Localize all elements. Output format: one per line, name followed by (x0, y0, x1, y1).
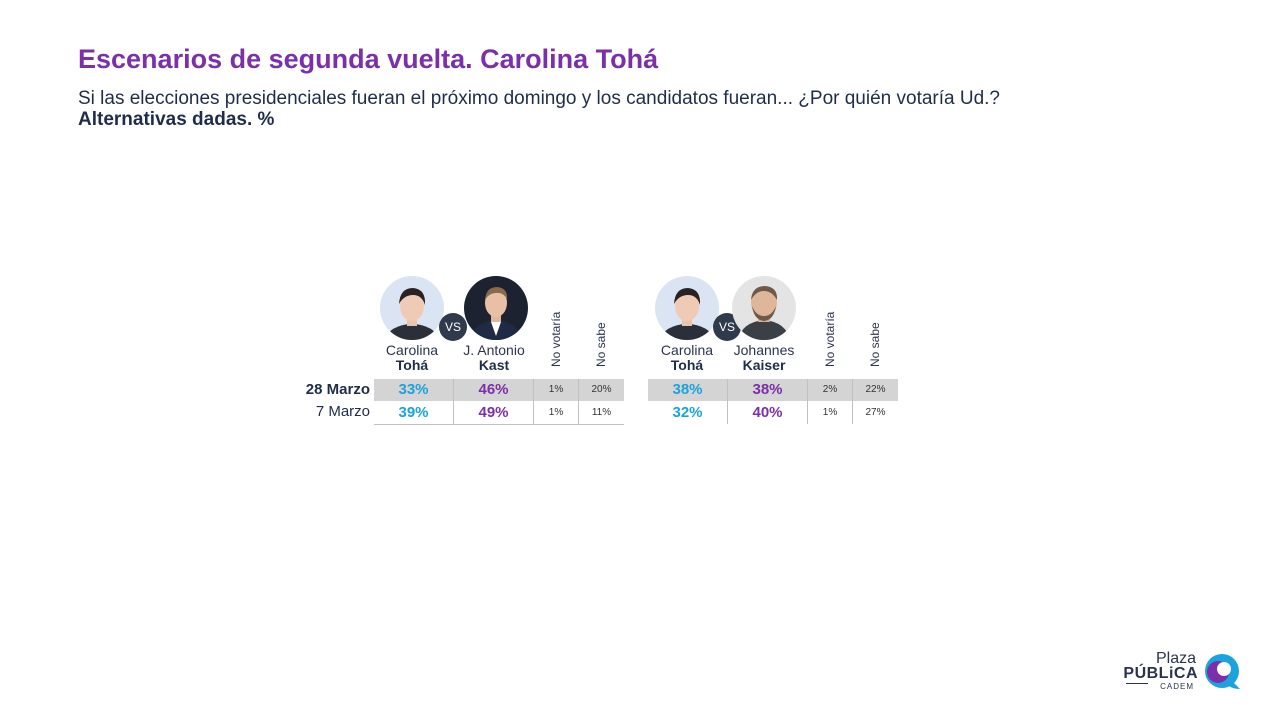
column-header-no-votaria: No votaría (823, 311, 837, 367)
value-toha-7-marzo: 32% (672, 404, 703, 421)
row-label-7-marzo: 7 Marzo (315, 403, 370, 420)
table-bottom-rule (374, 424, 624, 425)
highlight-row-band (374, 379, 624, 401)
column-header-no-sabe: No sabe (868, 322, 882, 367)
question-text: Si las elecciones presidenciales fueran … (78, 88, 1001, 109)
column-divider (807, 379, 808, 424)
row-label-28-marzo: 28 Marzo (305, 381, 370, 398)
value-no-votaria-7-marzo: 1% (548, 407, 564, 418)
value-kast-28-marzo: 46% (478, 381, 509, 398)
question-note: Alternativas dadas. % (78, 109, 275, 130)
column-header-no-sabe: No sabe (594, 322, 608, 367)
logo-text-plaza: Plaza (1155, 650, 1196, 667)
candidate-name-kaiser: Johannes Kaiser (733, 342, 795, 373)
candidate-name-kast: J. Antonio Kast (463, 342, 525, 373)
plaza-publica-cadem-logo: Plaza PÚBLiCA CADEM (1123, 650, 1244, 695)
value-no-sabe-7-marzo: 11% (591, 407, 612, 418)
value-kaiser-7-marzo: 40% (752, 404, 783, 421)
column-divider (453, 379, 454, 424)
value-toha-7-marzo: 39% (398, 404, 429, 421)
value-no-votaria-28-marzo: 1% (548, 384, 564, 395)
toha-photo (655, 276, 719, 340)
value-toha-28-marzo: 38% (672, 381, 703, 398)
value-toha-28-marzo: 33% (398, 381, 429, 398)
column-divider (852, 379, 853, 424)
candidate-name-toha: Carolina Tohá (660, 342, 714, 373)
vs-badge: VS (439, 313, 467, 341)
toha-photo (380, 276, 444, 340)
page-title: Escenarios de segunda vuelta. Carolina T… (78, 44, 659, 74)
column-header-no-votaria: No votaría (549, 311, 563, 367)
column-divider (533, 379, 534, 424)
logo-text-cadem: CADEM (1160, 682, 1194, 691)
highlight-row-band (648, 379, 898, 401)
logo-swirl-icon (1205, 654, 1240, 689)
column-divider (727, 379, 728, 424)
logo-underline (1126, 683, 1148, 684)
kaiser-photo (732, 276, 796, 340)
value-no-sabe-28-marzo: 20% (591, 384, 612, 395)
logo-text-publica: PÚBLiCA (1123, 665, 1198, 682)
value-kast-7-marzo: 49% (478, 404, 509, 421)
candidate-name-toha: Carolina Tohá (385, 342, 439, 373)
value-no-votaria-7-marzo: 1% (822, 407, 838, 418)
column-divider (578, 379, 579, 424)
value-no-sabe-28-marzo: 22% (865, 384, 886, 395)
value-no-sabe-7-marzo: 27% (865, 407, 886, 418)
kast-photo (464, 276, 528, 340)
value-kaiser-28-marzo: 38% (752, 381, 783, 398)
value-no-votaria-28-marzo: 2% (822, 384, 838, 395)
